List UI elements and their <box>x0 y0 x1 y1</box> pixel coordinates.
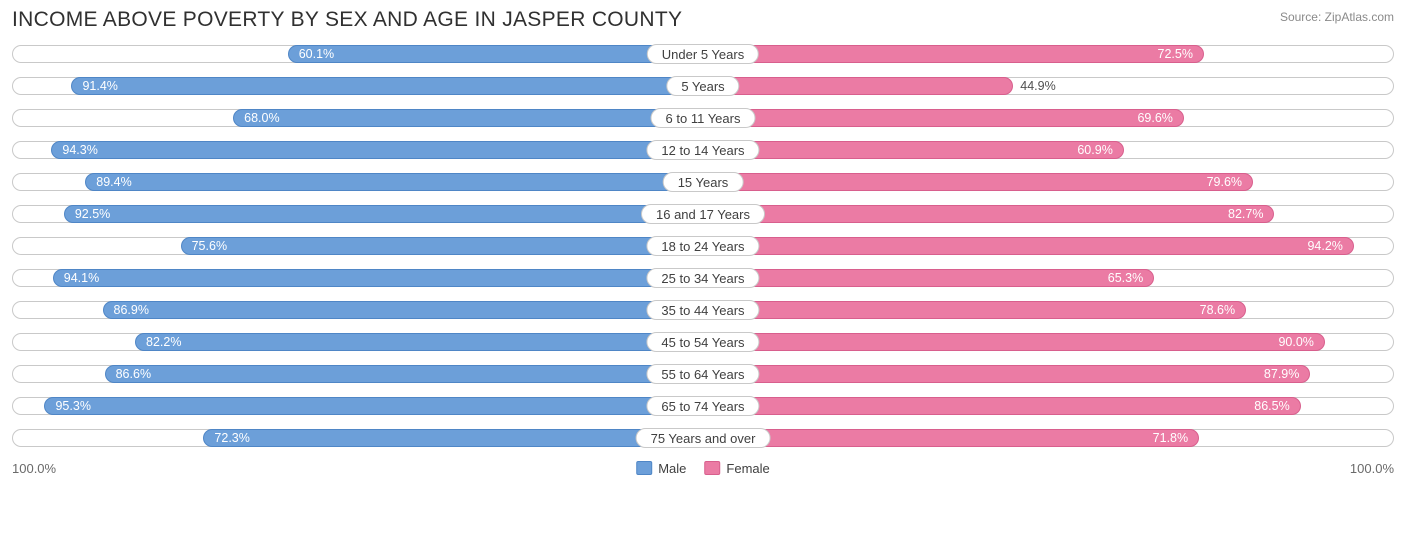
axis-left-label: 100.0% <box>12 461 56 476</box>
bar-male-value: 75.6% <box>192 239 227 253</box>
category-label: 18 to 24 Years <box>646 236 759 256</box>
bar-female-value: 86.5% <box>1254 399 1289 413</box>
bar-female-value: 71.8% <box>1153 431 1188 445</box>
bar-male: 86.9% <box>103 301 703 319</box>
bar-male-value: 89.4% <box>96 175 131 189</box>
category-label: 65 to 74 Years <box>646 396 759 416</box>
bar-female: 94.2% <box>703 237 1354 255</box>
bar-female-value: 90.0% <box>1278 335 1313 349</box>
category-label: 35 to 44 Years <box>646 300 759 320</box>
bar-male: 75.6% <box>181 237 703 255</box>
bar-female: 65.3% <box>703 269 1154 287</box>
legend-female-label: Female <box>726 461 769 476</box>
chart-row: 68.0% 69.6% 6 to 11 Years <box>12 106 1394 130</box>
category-label: 15 Years <box>663 172 744 192</box>
chart-row: 95.3% 86.5% 65 to 74 Years <box>12 394 1394 418</box>
chart-row: 94.3% 60.9% 12 to 14 Years <box>12 138 1394 162</box>
category-label: Under 5 Years <box>647 44 759 64</box>
bar-male-value: 94.1% <box>64 271 99 285</box>
bar-female: 78.6% <box>703 301 1246 319</box>
bar-female-value: 60.9% <box>1077 143 1112 157</box>
bar-male-value: 72.3% <box>214 431 249 445</box>
chart-footer: 100.0% Male Female 100.0% <box>12 458 1394 478</box>
diverging-bar-chart: 60.1%72.5%Under 5 Years91.4%44.9%5 Years… <box>12 42 1394 450</box>
legend: Male Female <box>636 461 770 476</box>
legend-male-label: Male <box>658 461 686 476</box>
bar-female: 60.9% <box>703 141 1124 159</box>
chart-row: 86.6% 87.9% 55 to 64 Years <box>12 362 1394 386</box>
legend-swatch-male <box>636 461 652 475</box>
chart-row: 86.9% 78.6% 35 to 44 Years <box>12 298 1394 322</box>
bar-female-value: 44.9% <box>1020 79 1055 93</box>
bar-female: 71.8% <box>703 429 1199 447</box>
bar-female: 72.5% <box>703 45 1204 63</box>
bar-male: 92.5% <box>64 205 703 223</box>
bar-male-value: 91.4% <box>82 79 117 93</box>
bar-male-value: 82.2% <box>146 335 181 349</box>
chart-row: 94.1% 65.3% 25 to 34 Years <box>12 266 1394 290</box>
bar-male: 94.1% <box>53 269 703 287</box>
bar-female-value: 94.2% <box>1307 239 1342 253</box>
legend-male: Male <box>636 461 686 476</box>
bar-female: 86.5% <box>703 397 1301 415</box>
bar-female-value: 69.6% <box>1137 111 1172 125</box>
chart-row: 72.3% 71.8% 75 Years and over <box>12 426 1394 450</box>
bar-male-value: 94.3% <box>62 143 97 157</box>
category-label: 5 Years <box>666 76 739 96</box>
bar-female-value: 87.9% <box>1264 367 1299 381</box>
bar-female-value: 78.6% <box>1200 303 1235 317</box>
chart-row: 89.4% 79.6% 15 Years <box>12 170 1394 194</box>
category-label: 16 and 17 Years <box>641 204 765 224</box>
bar-female: 79.6% <box>703 173 1253 191</box>
category-label: 75 Years and over <box>636 428 771 448</box>
chart-row: 82.2% 90.0% 45 to 54 Years <box>12 330 1394 354</box>
chart-row: 91.4%44.9%5 Years <box>12 74 1394 98</box>
category-label: 25 to 34 Years <box>646 268 759 288</box>
bar-male-value: 68.0% <box>244 111 279 125</box>
category-label: 12 to 14 Years <box>646 140 759 160</box>
category-label: 55 to 64 Years <box>646 364 759 384</box>
bar-female: 69.6% <box>703 109 1184 127</box>
category-label: 6 to 11 Years <box>651 108 756 128</box>
bar-male: 91.4% <box>71 77 703 95</box>
bar-female: 82.7% <box>703 205 1274 223</box>
axis-right-label: 100.0% <box>1350 461 1394 476</box>
bar-female: 90.0% <box>703 333 1325 351</box>
bar-female-value: 65.3% <box>1108 271 1143 285</box>
bar-male-value: 86.9% <box>114 303 149 317</box>
bar-male-value: 86.6% <box>116 367 151 381</box>
bar-male-value: 60.1% <box>299 47 334 61</box>
bar-male: 68.0% <box>233 109 703 127</box>
bar-male: 95.3% <box>44 397 703 415</box>
bar-female: 87.9% <box>703 365 1310 383</box>
bar-male: 60.1% <box>288 45 703 63</box>
bar-male-value: 92.5% <box>75 207 110 221</box>
bar-male: 86.6% <box>105 365 703 383</box>
legend-swatch-female <box>704 461 720 475</box>
chart-title: INCOME ABOVE POVERTY BY SEX AND AGE IN J… <box>12 8 682 32</box>
bar-male: 72.3% <box>203 429 703 447</box>
bar-male: 89.4% <box>85 173 703 191</box>
chart-source: Source: ZipAtlas.com <box>1280 10 1394 24</box>
chart-row: 92.5% 82.7% 16 and 17 Years <box>12 202 1394 226</box>
chart-header: INCOME ABOVE POVERTY BY SEX AND AGE IN J… <box>12 8 1394 32</box>
legend-female: Female <box>704 461 769 476</box>
chart-row: 60.1% 72.5% Under 5 Years <box>12 42 1394 66</box>
bar-female-value: 72.5% <box>1158 47 1193 61</box>
bar-male-value: 95.3% <box>55 399 90 413</box>
bar-male: 94.3% <box>51 141 703 159</box>
chart-row: 75.6% 94.2% 18 to 24 Years <box>12 234 1394 258</box>
bar-female: 44.9% <box>703 77 1013 95</box>
category-label: 45 to 54 Years <box>646 332 759 352</box>
bar-female-value: 79.6% <box>1207 175 1242 189</box>
bar-male: 82.2% <box>135 333 703 351</box>
bar-female-value: 82.7% <box>1228 207 1263 221</box>
